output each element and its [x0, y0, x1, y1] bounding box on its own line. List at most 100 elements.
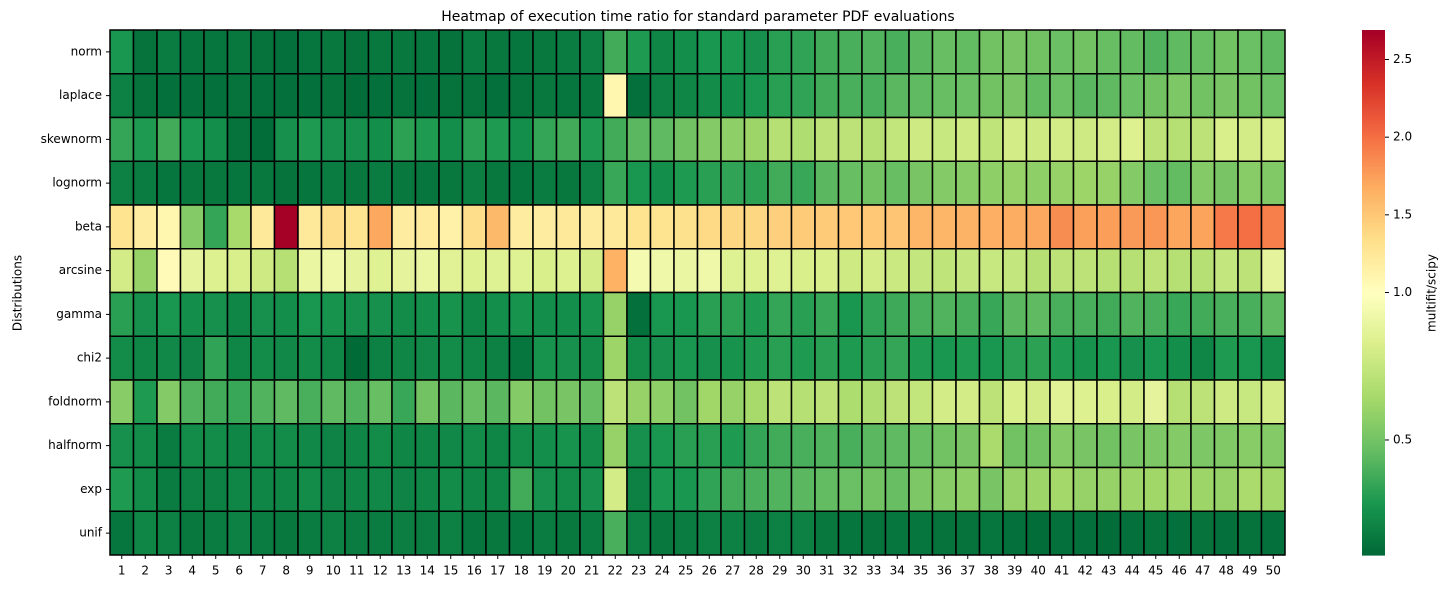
- heatmap-cell: [908, 29, 934, 75]
- heatmap-cell: [508, 248, 534, 294]
- colorbar-segment: [1362, 124, 1385, 128]
- x-tick-label: 19: [537, 564, 552, 578]
- x-tick-label: 35: [913, 564, 928, 578]
- heatmap-cell: [720, 248, 746, 294]
- heatmap-cell: [1119, 335, 1145, 381]
- colorbar-segment: [1362, 140, 1385, 144]
- heatmap-cell: [884, 379, 910, 425]
- heatmap-cell: [1072, 248, 1098, 294]
- colorbar-segment: [1362, 308, 1385, 312]
- heatmap-cell: [720, 423, 746, 469]
- colorbar-segment: [1362, 392, 1385, 396]
- heatmap-cell: [579, 423, 605, 469]
- x-tick-label: 49: [1242, 564, 1257, 578]
- colorbar-segment: [1362, 219, 1385, 223]
- heatmap-cell: [861, 423, 887, 469]
- heatmap-cell: [673, 116, 699, 162]
- heatmap-cell: [320, 379, 346, 425]
- heatmap-cell: [1260, 160, 1286, 206]
- colorbar-segment: [1362, 192, 1385, 196]
- heatmap-cell: [391, 335, 417, 381]
- heatmap-cell: [814, 248, 840, 294]
- heatmap-cell: [1237, 248, 1263, 294]
- heatmap-cell: [1260, 116, 1286, 162]
- heatmap-cell: [250, 510, 276, 556]
- heatmap-cell: [414, 510, 440, 556]
- colorbar-segment: [1362, 137, 1385, 141]
- heatmap-cell: [767, 116, 793, 162]
- heatmap-cell: [532, 116, 558, 162]
- heatmap-cell: [1260, 466, 1286, 512]
- heatmap-cell: [579, 73, 605, 119]
- heatmap-cell: [1119, 291, 1145, 337]
- heatmap-cell: [508, 335, 534, 381]
- colorbar-segment: [1362, 40, 1385, 44]
- heatmap-cell: [1096, 248, 1122, 294]
- heatmap-cell: [438, 335, 464, 381]
- heatmap-cell: [1166, 160, 1192, 206]
- colorbar-segment: [1362, 347, 1385, 351]
- heatmap-cell: [485, 466, 511, 512]
- heatmap-cell: [1190, 335, 1216, 381]
- heatmap-cell: [978, 248, 1004, 294]
- colorbar-segment: [1362, 345, 1385, 349]
- heatmap-cell: [1260, 291, 1286, 337]
- heatmap-cell: [414, 466, 440, 512]
- heatmap-cell: [179, 204, 205, 250]
- heatmap-cell: [250, 335, 276, 381]
- heatmap-cell: [391, 29, 417, 75]
- colorbar-segment: [1362, 358, 1385, 362]
- heatmap-cell: [273, 116, 299, 162]
- heatmap-cell: [884, 291, 910, 337]
- colorbar-segment: [1362, 297, 1385, 301]
- colorbar-tick-label: 1.0: [1393, 285, 1412, 299]
- heatmap-cell: [1143, 423, 1169, 469]
- x-tick-label: 8: [282, 564, 290, 578]
- colorbar-segment: [1362, 177, 1385, 181]
- heatmap-cell: [485, 248, 511, 294]
- heatmap-cell: [532, 335, 558, 381]
- heatmap-cell: [978, 423, 1004, 469]
- heatmap-cell: [626, 510, 652, 556]
- heatmap-cell: [273, 291, 299, 337]
- heatmap-cell: [320, 423, 346, 469]
- heatmap-cell: [508, 116, 534, 162]
- heatmap-cell: [884, 73, 910, 119]
- heatmap-cell: [461, 335, 487, 381]
- heatmap-cell: [485, 510, 511, 556]
- heatmap-cell: [297, 204, 323, 250]
- heatmap-cell: [1237, 335, 1263, 381]
- heatmap-cell: [767, 248, 793, 294]
- x-tick-label: 4: [188, 564, 196, 578]
- colorbar-segment: [1362, 271, 1385, 275]
- heatmap-cell: [461, 204, 487, 250]
- colorbar-segment: [1362, 247, 1385, 252]
- heatmap-cell: [555, 29, 581, 75]
- heatmap-cell: [861, 510, 887, 556]
- heatmap-cell: [391, 160, 417, 206]
- heatmap-cell: [485, 29, 511, 75]
- colorbar-segment: [1362, 502, 1385, 506]
- colorbar-segment: [1362, 421, 1385, 425]
- heatmap-cell: [1119, 29, 1145, 75]
- heatmap-cell: [156, 116, 182, 162]
- colorbar-segment: [1362, 481, 1385, 485]
- x-tick-label: 44: [1125, 564, 1140, 578]
- colorbar-segment: [1362, 72, 1385, 76]
- heatmap-cell: [837, 116, 863, 162]
- heatmap-cell: [132, 73, 158, 119]
- heatmap-cell: [203, 160, 229, 206]
- heatmap-cell: [1143, 29, 1169, 75]
- heatmap-cell: [1025, 204, 1051, 250]
- heatmap-cell: [1072, 29, 1098, 75]
- heatmap-cell: [626, 335, 652, 381]
- heatmap-cell: [673, 160, 699, 206]
- heatmap-cell: [837, 335, 863, 381]
- colorbar-segment: [1362, 434, 1385, 438]
- x-tick-label: 37: [960, 564, 975, 578]
- heatmap-cell: [649, 160, 675, 206]
- heatmap-cell: [696, 29, 722, 75]
- heatmap-cell: [1237, 204, 1263, 250]
- heatmap-cell: [391, 116, 417, 162]
- heatmap-cell: [743, 248, 769, 294]
